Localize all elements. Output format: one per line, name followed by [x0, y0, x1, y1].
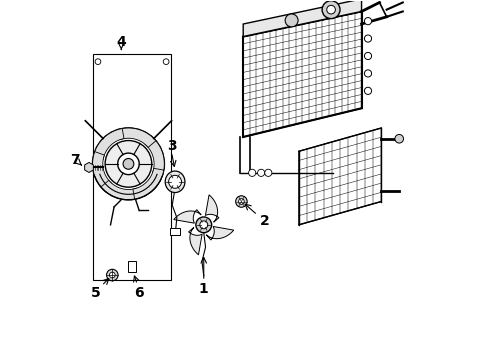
Circle shape [107, 269, 118, 281]
Text: 2: 2 [260, 214, 270, 228]
Polygon shape [93, 152, 112, 191]
Circle shape [169, 175, 181, 188]
Polygon shape [299, 128, 381, 225]
Circle shape [95, 59, 101, 64]
Circle shape [285, 14, 298, 27]
Circle shape [163, 59, 169, 64]
Text: 3: 3 [167, 139, 176, 153]
Polygon shape [145, 136, 164, 176]
Ellipse shape [165, 171, 185, 193]
Text: 4: 4 [117, 35, 126, 49]
Circle shape [118, 153, 139, 175]
Polygon shape [174, 210, 201, 223]
Polygon shape [85, 162, 94, 172]
Circle shape [395, 134, 403, 143]
Circle shape [236, 196, 247, 207]
Circle shape [327, 5, 335, 14]
Polygon shape [243, 0, 362, 37]
Polygon shape [116, 128, 156, 147]
Polygon shape [133, 168, 164, 199]
Polygon shape [205, 195, 219, 222]
Circle shape [365, 87, 371, 94]
Circle shape [322, 1, 340, 19]
Text: 5: 5 [91, 286, 101, 300]
Circle shape [123, 158, 134, 169]
Bar [128, 261, 136, 272]
Polygon shape [206, 226, 234, 240]
Polygon shape [93, 129, 124, 159]
Bar [93, 54, 172, 280]
Polygon shape [243, 12, 362, 137]
Circle shape [109, 272, 115, 278]
Text: 6: 6 [134, 286, 144, 300]
Bar [170, 228, 180, 235]
Text: 1: 1 [199, 282, 209, 296]
Circle shape [93, 128, 164, 200]
Circle shape [365, 70, 371, 77]
Circle shape [365, 35, 371, 42]
Circle shape [248, 169, 256, 176]
Circle shape [365, 53, 371, 59]
Circle shape [365, 18, 371, 25]
Polygon shape [189, 228, 202, 255]
Circle shape [105, 140, 152, 187]
Circle shape [200, 221, 208, 229]
Circle shape [265, 169, 272, 176]
Circle shape [239, 199, 245, 204]
Text: 7: 7 [70, 153, 79, 167]
Circle shape [196, 217, 212, 233]
Circle shape [258, 169, 265, 176]
Polygon shape [101, 180, 141, 200]
